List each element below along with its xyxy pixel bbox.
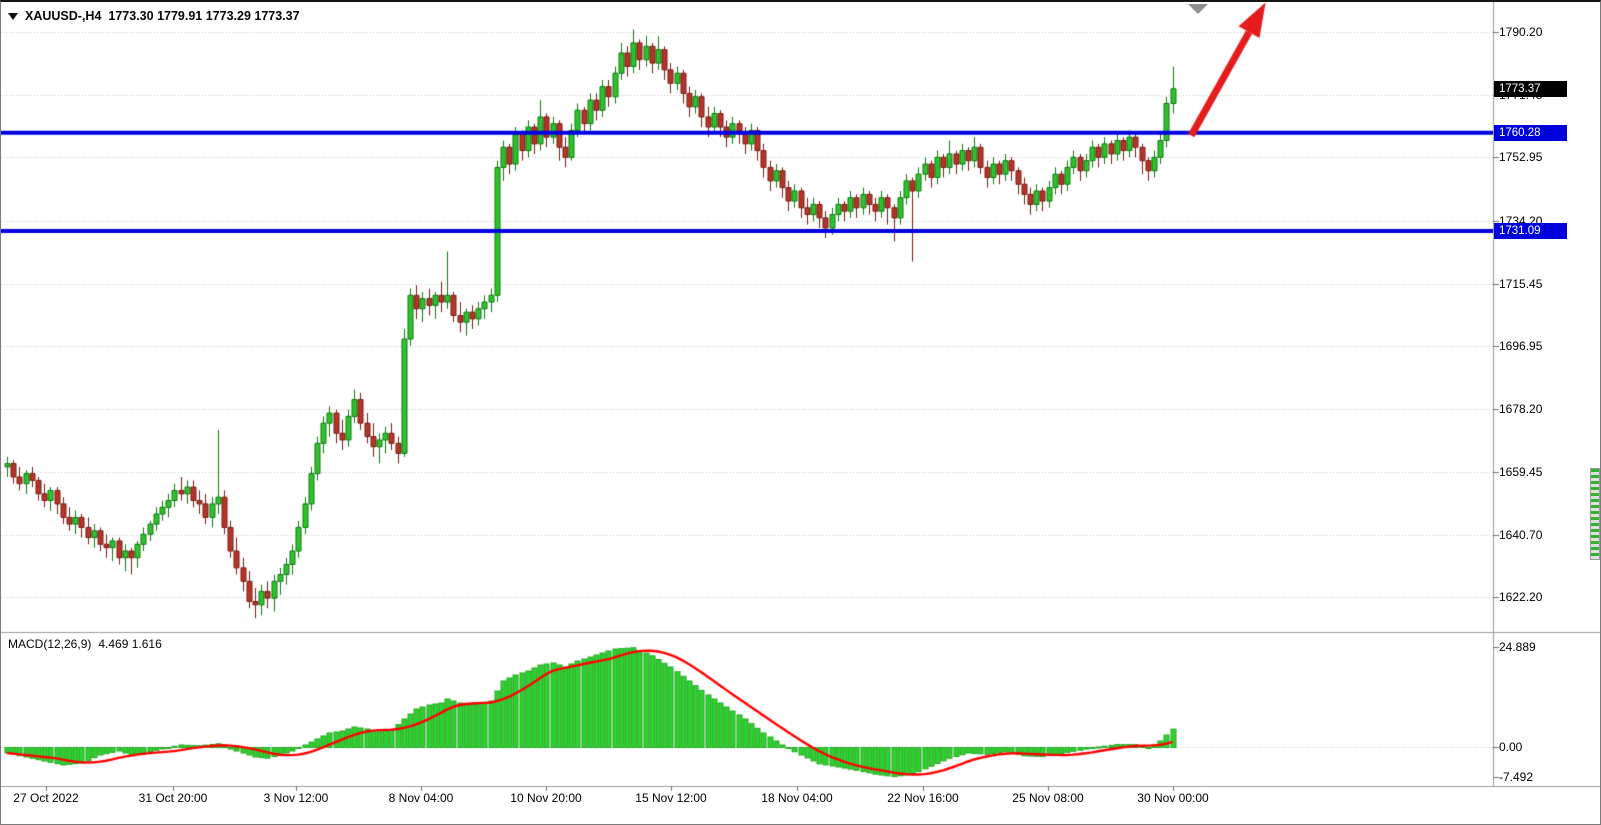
vertical-scrollbar-thumb[interactable]: [1590, 468, 1600, 560]
price-tag-hline[interactable]: 1760.28: [1494, 124, 1567, 141]
macd-axis-label: 0.00: [1499, 740, 1523, 754]
time-axis-label: 18 Nov 04:00: [761, 791, 833, 805]
price-axis-label: 1790.20: [1499, 25, 1543, 40]
symbol-name: XAUUSD-,H4: [25, 9, 102, 23]
arrow-anchor-icon[interactable]: [1188, 4, 1208, 14]
macd-indicator-values: 4.469 1.616: [98, 637, 162, 651]
price-axis-label: 1622.20: [1499, 590, 1543, 605]
price-tag-current-price: 1773.37: [1494, 80, 1567, 97]
macd-indicator-header: MACD(12,26,9) 4.469 1.616: [8, 637, 162, 651]
price-axis-label: 1640.70: [1499, 528, 1543, 543]
price-axis-label: 1715.45: [1499, 276, 1543, 291]
symbol-ohlc-header: XAUUSD-,H4 1773.30 1779.91 1773.29 1773.…: [8, 9, 300, 23]
time-axis-label: 8 Nov 04:00: [388, 791, 454, 805]
price-axis-label: 1678.20: [1499, 402, 1543, 417]
price-axis-label: 1696.95: [1499, 338, 1543, 353]
macd-axis-label: 24.889: [1499, 640, 1536, 655]
time-axis-label: 10 Nov 20:00: [510, 791, 582, 805]
time-axis-label: 3 Nov 12:00: [263, 791, 329, 805]
time-axis-label: 25 Nov 08:00: [1012, 791, 1084, 805]
macd-axis-label: -7.492: [1499, 769, 1534, 784]
time-axis-label: 22 Nov 16:00: [887, 791, 959, 805]
symbol-marker-icon[interactable]: [8, 13, 18, 20]
time-axis-label: 15 Nov 12:00: [635, 791, 707, 805]
time-axis-label: 27 Oct 2022: [13, 791, 79, 805]
price-axis-label: 1659.45: [1499, 465, 1543, 480]
time-axis-label: 31 Oct 20:00: [138, 791, 208, 805]
price-axis-label: 1752.95: [1499, 150, 1543, 165]
price-tag-hline[interactable]: 1731.09: [1494, 223, 1567, 240]
symbol-ohlc-values: 1773.30 1779.91 1773.29 1773.37: [108, 9, 300, 23]
macd-indicator-name: MACD(12,26,9): [8, 637, 92, 651]
time-axis-label: 30 Nov 00:00: [1137, 791, 1209, 805]
